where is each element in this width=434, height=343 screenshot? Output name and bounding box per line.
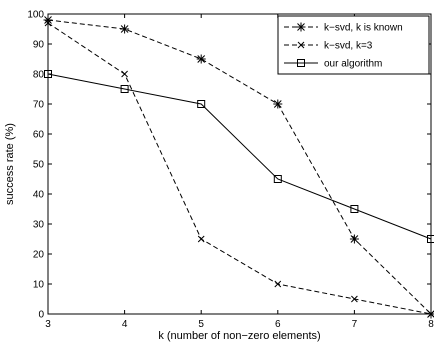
y-tick-label: 30 (33, 220, 45, 231)
legend-entry: k−svd, k is known (284, 22, 403, 34)
legend-marker (296, 22, 306, 32)
data-point (351, 295, 358, 303)
data-point (197, 100, 206, 108)
y-tick-label: 90 (33, 40, 45, 51)
data-point (273, 175, 282, 183)
x-tick-label: 5 (198, 319, 204, 330)
x-tick-label: 8 (428, 319, 434, 330)
legend-marker (297, 41, 305, 49)
x-tick-label: 6 (275, 319, 281, 330)
y-tick-label: 70 (33, 100, 45, 111)
data-point (44, 19, 52, 27)
data-point (427, 235, 434, 243)
y-tick-label: 60 (33, 130, 45, 141)
x-tick-label: 4 (122, 319, 128, 330)
legend-entry: k−svd, k=3 (284, 41, 373, 52)
legend: k−svd, k is known k−svd, k=3 our algorithm (277, 15, 430, 75)
data-point (120, 85, 129, 93)
x-tick-label: 3 (45, 319, 51, 330)
y-tick-label: 10 (33, 280, 45, 291)
series-1 (44, 19, 434, 318)
x-axis-label: k (number of non−zero elements) (158, 330, 320, 342)
series-group (43, 15, 434, 319)
data-point (196, 54, 206, 64)
legend-marker (297, 59, 305, 67)
data-point (350, 205, 359, 213)
y-tick-label: 80 (33, 70, 45, 81)
data-point (121, 70, 128, 78)
y-tick-label: 20 (33, 250, 45, 261)
legend-label: k−svd, k is known (324, 23, 403, 34)
y-axis-label: success rate (%) (4, 123, 16, 205)
y-tick-label: 0 (38, 310, 44, 321)
series-line (47, 22, 432, 315)
data-point (349, 234, 359, 244)
data-point (273, 99, 283, 109)
series-line (47, 19, 432, 315)
data-point (44, 70, 52, 78)
legend-label: our algorithm (324, 59, 382, 70)
legend-entry: our algorithm (284, 59, 382, 70)
data-point (120, 24, 130, 34)
y-tick-label: 40 (33, 190, 45, 201)
data-point (197, 235, 205, 243)
data-point (427, 310, 434, 318)
y-tick-label: 50 (33, 160, 45, 171)
data-point (274, 280, 282, 288)
x-tick-label: 7 (352, 319, 358, 330)
series-line (47, 73, 432, 240)
legend-label: k−svd, k=3 (324, 41, 373, 52)
y-tick-label: 100 (27, 10, 44, 21)
series-2 (44, 70, 434, 243)
